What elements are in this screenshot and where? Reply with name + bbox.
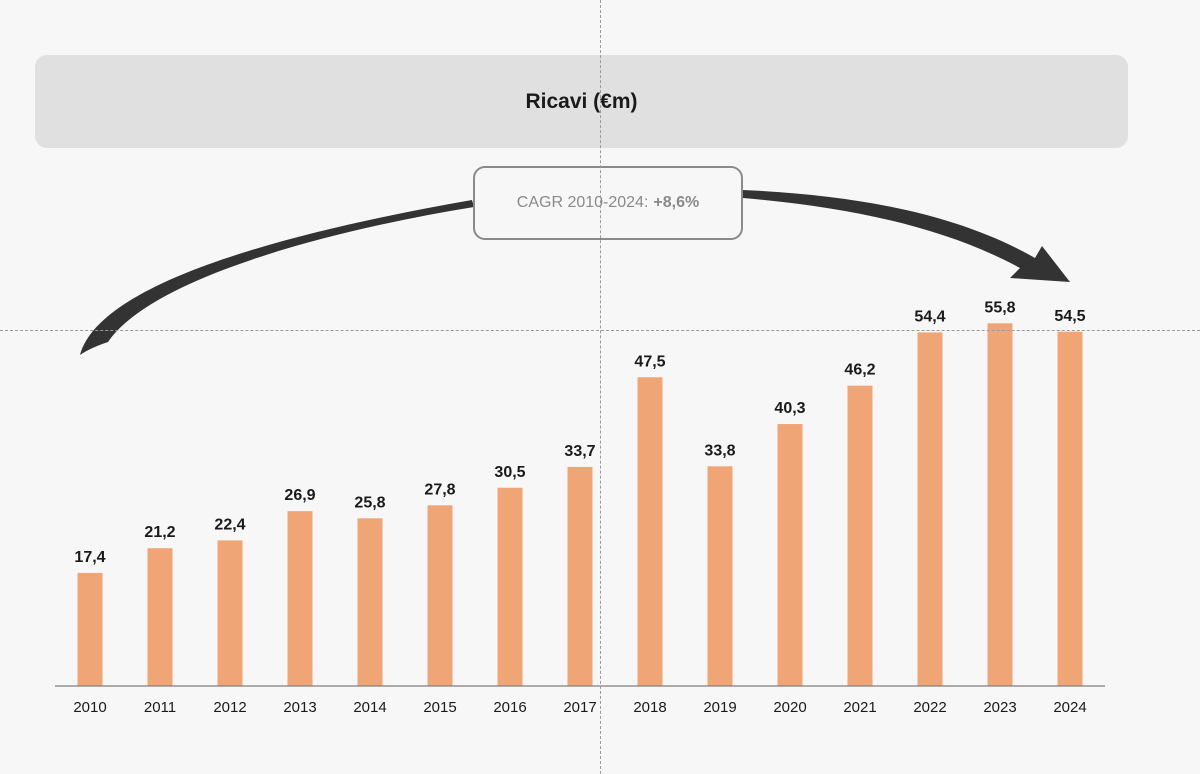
value-label-2024: 54,5: [1054, 308, 1085, 325]
value-label-2021: 46,2: [844, 362, 875, 379]
value-label-2015: 27,8: [424, 481, 455, 498]
value-label-2017: 33,7: [564, 443, 595, 460]
value-label-2023: 55,8: [984, 299, 1015, 316]
cagr-arrow-icon: [80, 190, 1070, 355]
cagr-value: +8,6%: [653, 194, 700, 211]
bar-2013: [287, 511, 313, 686]
bar-2022: [917, 332, 943, 686]
x-tick-label-2018: 2018: [633, 699, 666, 716]
x-tick-label-2014: 2014: [353, 699, 386, 716]
bar-2023: [987, 323, 1013, 686]
bars-group: [77, 323, 1083, 686]
guide-line-horizontal: [0, 330, 1200, 331]
cagr-label: CAGR 2010-2024:: [516, 194, 649, 211]
guide-line-vertical: [600, 0, 601, 774]
x-tick-label-2011: 2011: [144, 699, 176, 716]
bar-2012: [217, 540, 243, 686]
x-tick-label-2020: 2020: [773, 699, 806, 716]
bar-2015: [427, 505, 453, 686]
x-tick-label-2015: 2015: [423, 699, 456, 716]
x-tick-label-2023: 2023: [983, 699, 1016, 716]
x-tick-label-2024: 2024: [1053, 699, 1086, 716]
chart-title: Ricavi (€m): [525, 89, 638, 113]
x-tick-label-2013: 2013: [283, 699, 316, 716]
value-labels-group: 17,4 21,2 22,4 26,9 25,8 27,8 30,5 33,7 47,5 33,8…: [74, 299, 1085, 566]
value-label-2022: 54,4: [914, 308, 945, 325]
value-label-2010: 17,4: [74, 549, 105, 566]
value-label-2018: 47,5: [634, 353, 665, 370]
x-tick-label-2016: 2016: [493, 699, 526, 716]
x-tick-labels-group: 2010 2011 2012 2013 2014 2015 2016 2017 2018 2019…: [73, 699, 1086, 716]
bar-2021: [847, 385, 873, 686]
value-label-2016: 30,5: [494, 464, 525, 481]
chart-title-bar: Ricavi (€m): [35, 55, 1128, 148]
bar-2018: [637, 377, 663, 686]
bar-2024: [1057, 331, 1083, 686]
value-label-2011: 21,2: [144, 524, 175, 541]
bar-2019: [707, 466, 733, 686]
bar-2014: [357, 518, 383, 686]
x-tick-label-2010: 2010: [73, 699, 106, 716]
x-tick-label-2021: 2021: [843, 699, 876, 716]
value-label-2019: 33,8: [704, 442, 735, 459]
value-label-2014: 25,8: [354, 494, 385, 511]
x-tick-label-2012: 2012: [213, 699, 246, 716]
value-label-2013: 26,9: [284, 487, 315, 504]
bar-2017: [567, 466, 593, 686]
x-tick-label-2019: 2019: [703, 699, 736, 716]
bar-2011: [147, 548, 173, 686]
x-tick-label-2022: 2022: [913, 699, 946, 716]
bar-2020: [777, 424, 803, 686]
value-label-2012: 22,4: [214, 516, 245, 533]
bar-2016: [497, 487, 523, 686]
value-label-2020: 40,3: [774, 400, 805, 417]
bar-2010: [77, 572, 103, 686]
cagr-callout: CAGR 2010-2024: +8,6%: [473, 166, 743, 240]
x-tick-label-2017: 2017: [563, 699, 596, 716]
